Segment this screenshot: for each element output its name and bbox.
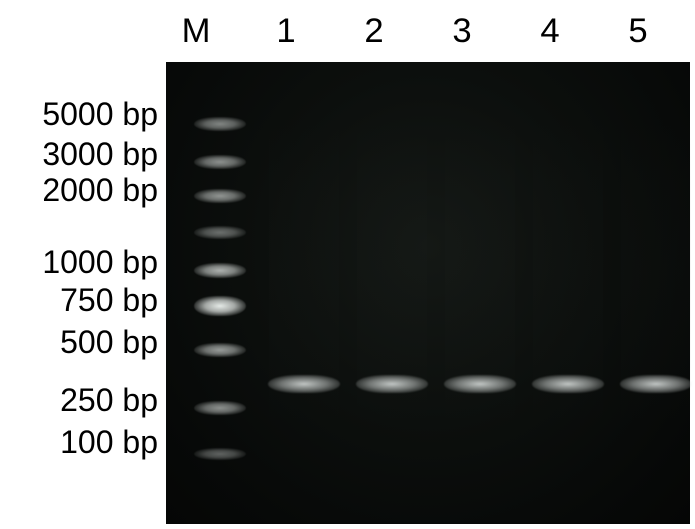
marker-band-250 — [194, 401, 246, 415]
lane-label-M: M — [171, 12, 221, 51]
size-label-100-bp: 100 bp — [60, 424, 158, 461]
marker-band-2000 — [194, 189, 246, 203]
size-label-5000-bp: 5000 bp — [42, 96, 158, 133]
marker-band-3000 — [194, 155, 246, 169]
lane-label-5: 5 — [618, 12, 658, 51]
lane-label-2: 2 — [354, 12, 394, 51]
gel-image — [166, 62, 690, 524]
marker-band-1000 — [194, 263, 246, 278]
marker-band-750 — [194, 296, 246, 316]
sample-band-lane-2 — [356, 375, 428, 393]
size-label-750-bp: 750 bp — [60, 282, 158, 319]
marker-band-500 — [194, 343, 246, 357]
lane-label-1: 1 — [266, 12, 306, 51]
sample-band-lane-5 — [620, 375, 692, 393]
size-label-2000-bp: 2000 bp — [42, 172, 158, 209]
lane-label-4: 4 — [530, 12, 570, 51]
sample-band-lane-4 — [532, 375, 604, 393]
sample-band-lane-3 — [444, 375, 516, 393]
size-label-500-bp: 500 bp — [60, 324, 158, 361]
size-label-3000-bp: 3000 bp — [42, 136, 158, 173]
sample-band-lane-1 — [268, 375, 340, 393]
lane-label-3: 3 — [442, 12, 482, 51]
marker-band-100 — [194, 448, 246, 460]
size-label-250-bp: 250 bp — [60, 382, 158, 419]
gel-figure: M 1 2 3 4 5 5000 bp3000 bp2000 bp 1000 bp750 bp… — [0, 0, 695, 529]
marker-band-5000 — [194, 117, 246, 131]
size-label-1000-bp: 1000 bp — [42, 244, 158, 281]
marker-band-1500 — [194, 226, 246, 239]
